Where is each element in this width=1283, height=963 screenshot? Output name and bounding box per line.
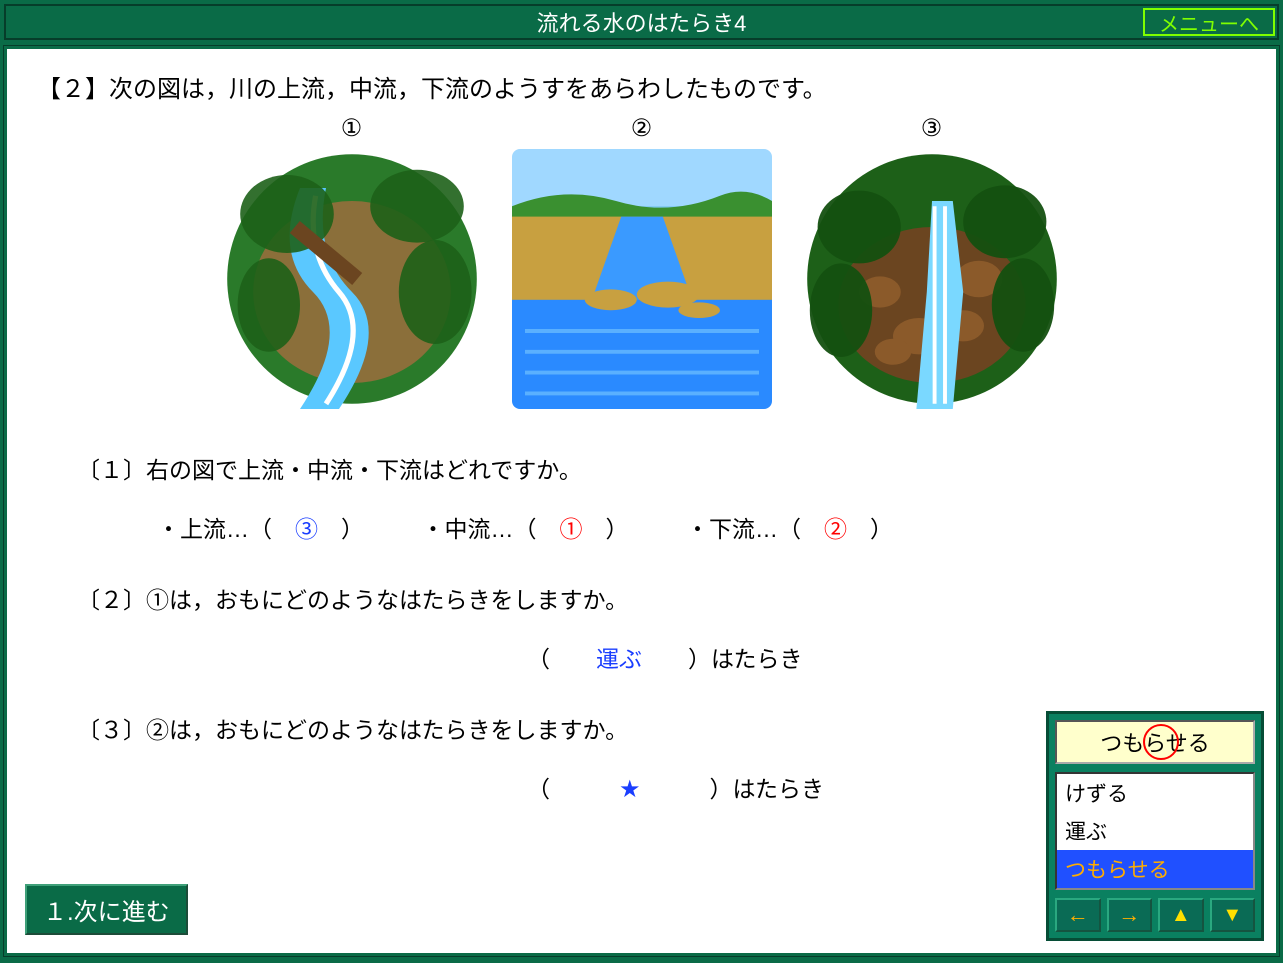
- q3-prefix: （: [527, 776, 619, 802]
- arrow-right-icon: →: [1118, 902, 1140, 928]
- option-item-0[interactable]: けずる: [1057, 774, 1253, 812]
- answer-panel: つもらせる けずる 運ぶ つもらせる ← → ▲ ▼: [1046, 711, 1264, 941]
- q1-answer-upstream: ③: [295, 516, 318, 542]
- image-col-3: ③: [802, 114, 1062, 414]
- sub-question-2-answer: （ 運ぶ ）はたらき: [527, 633, 1246, 686]
- q2-prefix: （: [527, 646, 596, 672]
- river-midstream-image: [222, 149, 482, 409]
- menu-button[interactable]: メニューへ: [1143, 8, 1275, 36]
- question-heading: 【２】次の図は，川の上流，中流，下流のようすをあらわしたものです。: [37, 69, 1246, 104]
- sub-question-2: 〔２〕①は，おもにどのようなはたらきをしますか。: [77, 574, 1246, 627]
- q2-suffix: ）はたらき: [642, 646, 803, 672]
- q2-answer: 運ぶ: [596, 646, 642, 672]
- page-title: 流れる水のはたらき4: [537, 6, 747, 38]
- content-area: 【２】次の図は，川の上流，中流，下流のようすをあらわしたものです。 ① ②: [4, 46, 1279, 956]
- image-label-2: ②: [512, 114, 772, 143]
- river-upstream-image: [802, 149, 1062, 409]
- image-col-2: ②: [512, 114, 772, 414]
- nav-right-button[interactable]: →: [1107, 898, 1153, 932]
- sub-question-1: 〔１〕右の図で上流・中流・下流はどれですか。: [77, 444, 1246, 497]
- menu-button-label: メニューへ: [1159, 8, 1259, 37]
- answer-options-list: けずる 運ぶ つもらせる: [1055, 772, 1255, 890]
- image-col-1: ①: [222, 114, 482, 414]
- title-bar: 流れる水のはたらき4 メニューへ: [4, 4, 1279, 40]
- option-item-2[interactable]: つもらせる: [1057, 850, 1253, 888]
- arrow-left-icon: ←: [1067, 902, 1089, 928]
- q1-answer-downstream: ②: [824, 516, 847, 542]
- image-label-1: ①: [222, 114, 482, 143]
- nav-down-button[interactable]: ▼: [1210, 898, 1256, 932]
- sub-question-1-answers: ・上流…（ ③ ） ・中流…（ ① ） ・下流…（ ② ）: [157, 503, 1246, 556]
- nav-up-button[interactable]: ▲: [1158, 898, 1204, 932]
- image-label-3: ③: [802, 114, 1062, 143]
- q1-answer-midstream: ①: [560, 516, 583, 542]
- triangle-up-icon: ▲: [1171, 904, 1191, 927]
- option-item-1[interactable]: 運ぶ: [1057, 812, 1253, 850]
- correct-circle-icon: [1143, 724, 1179, 760]
- q1-suffix: ）: [847, 516, 893, 542]
- q1-prefix: ・上流…（: [157, 516, 295, 542]
- answer-selected-display: つもらせる: [1055, 720, 1255, 764]
- q3-suffix: ）はたらき: [641, 776, 825, 802]
- app-frame: 流れる水のはたらき4 メニューへ 【２】次の図は，川の上流，中流，下流のようすを…: [0, 0, 1283, 963]
- next-button[interactable]: １.次に進む: [25, 884, 188, 935]
- next-button-label: １.次に進む: [43, 899, 170, 926]
- star-icon: ★: [619, 776, 641, 803]
- q1-mid2: ） ・下流…（: [583, 516, 825, 542]
- river-downstream-image: [512, 149, 772, 409]
- image-row: ① ②: [37, 114, 1246, 414]
- triangle-down-icon: ▼: [1222, 904, 1242, 927]
- q1-mid1: ） ・中流…（: [318, 516, 560, 542]
- nav-left-button[interactable]: ←: [1055, 898, 1101, 932]
- answer-nav-row: ← → ▲ ▼: [1055, 898, 1255, 932]
